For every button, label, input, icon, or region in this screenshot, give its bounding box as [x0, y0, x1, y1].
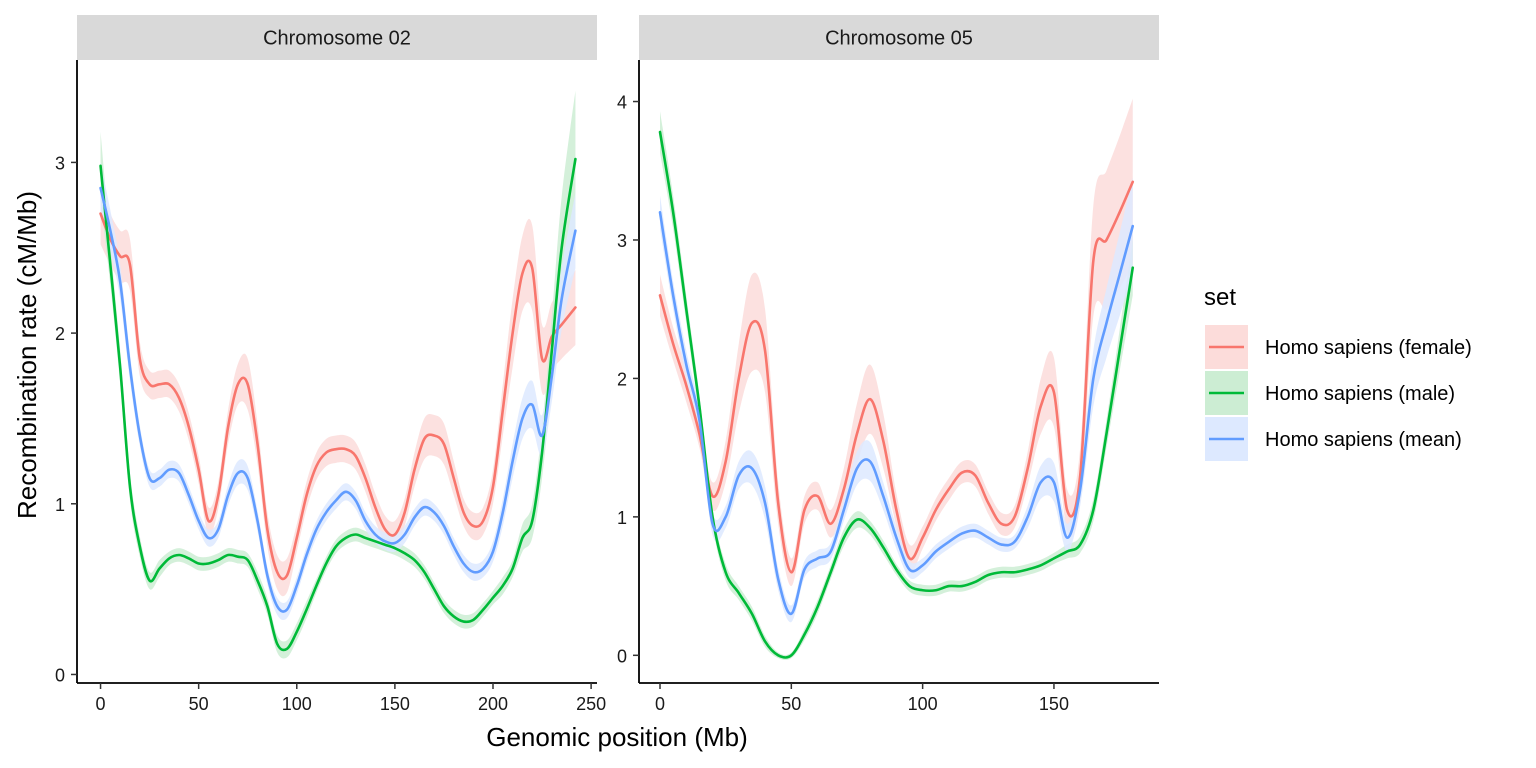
- series-line-1: [658, 180, 1135, 574]
- y-tick-label: 3: [617, 231, 627, 251]
- strip-background: [77, 15, 597, 60]
- legend-item: Homo sapiens (mean): [1205, 417, 1462, 461]
- y-tick-label: 3: [55, 153, 65, 173]
- confidence-band-1: [660, 98, 1133, 587]
- series-line-3: [99, 186, 577, 613]
- x-tick-label: 50: [781, 694, 801, 714]
- strip-label: Chromosome 02: [263, 28, 411, 50]
- y-tick-label: 2: [617, 369, 627, 389]
- x-tick-label: 0: [96, 694, 106, 714]
- legend-label: Homo sapiens (mean): [1265, 429, 1462, 451]
- y-tick-label: 1: [55, 495, 65, 515]
- panel-1: Chromosome 02 0 50 100 150 200 250 0 1 2 3: [55, 15, 606, 714]
- x-tick-label: 250: [576, 694, 606, 714]
- x-tick-label: 200: [478, 694, 508, 714]
- x-tick-label: 150: [380, 694, 410, 714]
- y-tick-label: 1: [617, 508, 627, 528]
- legend-label: Homo sapiens (male): [1265, 383, 1455, 405]
- legend-title: set: [1204, 284, 1236, 311]
- x-axis-title: Genomic position (Mb): [486, 722, 748, 752]
- legend-item: Homo sapiens (male): [1205, 371, 1455, 415]
- x-tick-label: 50: [189, 694, 209, 714]
- plot-area: [658, 98, 1135, 660]
- x-tick-label: 150: [1039, 694, 1069, 714]
- y-axis-title: Recombination rate (cM/Mb): [12, 191, 42, 519]
- legend: set Homo sapiens (female) Homo sapiens (m…: [1204, 284, 1472, 461]
- confidence-band-2: [660, 111, 1133, 660]
- confidence-band-3: [660, 177, 1133, 623]
- x-tick-label: 0: [655, 694, 665, 714]
- y-tick-label: 0: [617, 646, 627, 666]
- legend-item: Homo sapiens (female): [1205, 325, 1472, 369]
- strip-background: [639, 15, 1159, 60]
- y-tick-label: 2: [55, 324, 65, 344]
- panel-2: Chromosome 05 0 50 100 150 0 1 2 3 4: [617, 15, 1159, 714]
- y-tick-label: 4: [617, 93, 627, 113]
- series-line-1: [99, 212, 577, 581]
- y-tick-label: 0: [55, 665, 65, 685]
- x-tick-label: 100: [282, 694, 312, 714]
- panels: Chromosome 020 50 100 150 200 2500123Chromoso…: [55, 15, 1159, 714]
- strip-label: Chromosome 05: [825, 28, 973, 50]
- series-line-3: [658, 210, 1135, 616]
- legend-label: Homo sapiens (female): [1265, 337, 1472, 359]
- plot-area: [99, 90, 577, 659]
- series-line-2: [658, 130, 1135, 659]
- x-tick-label: 100: [908, 694, 938, 714]
- series-line-2: [99, 157, 577, 652]
